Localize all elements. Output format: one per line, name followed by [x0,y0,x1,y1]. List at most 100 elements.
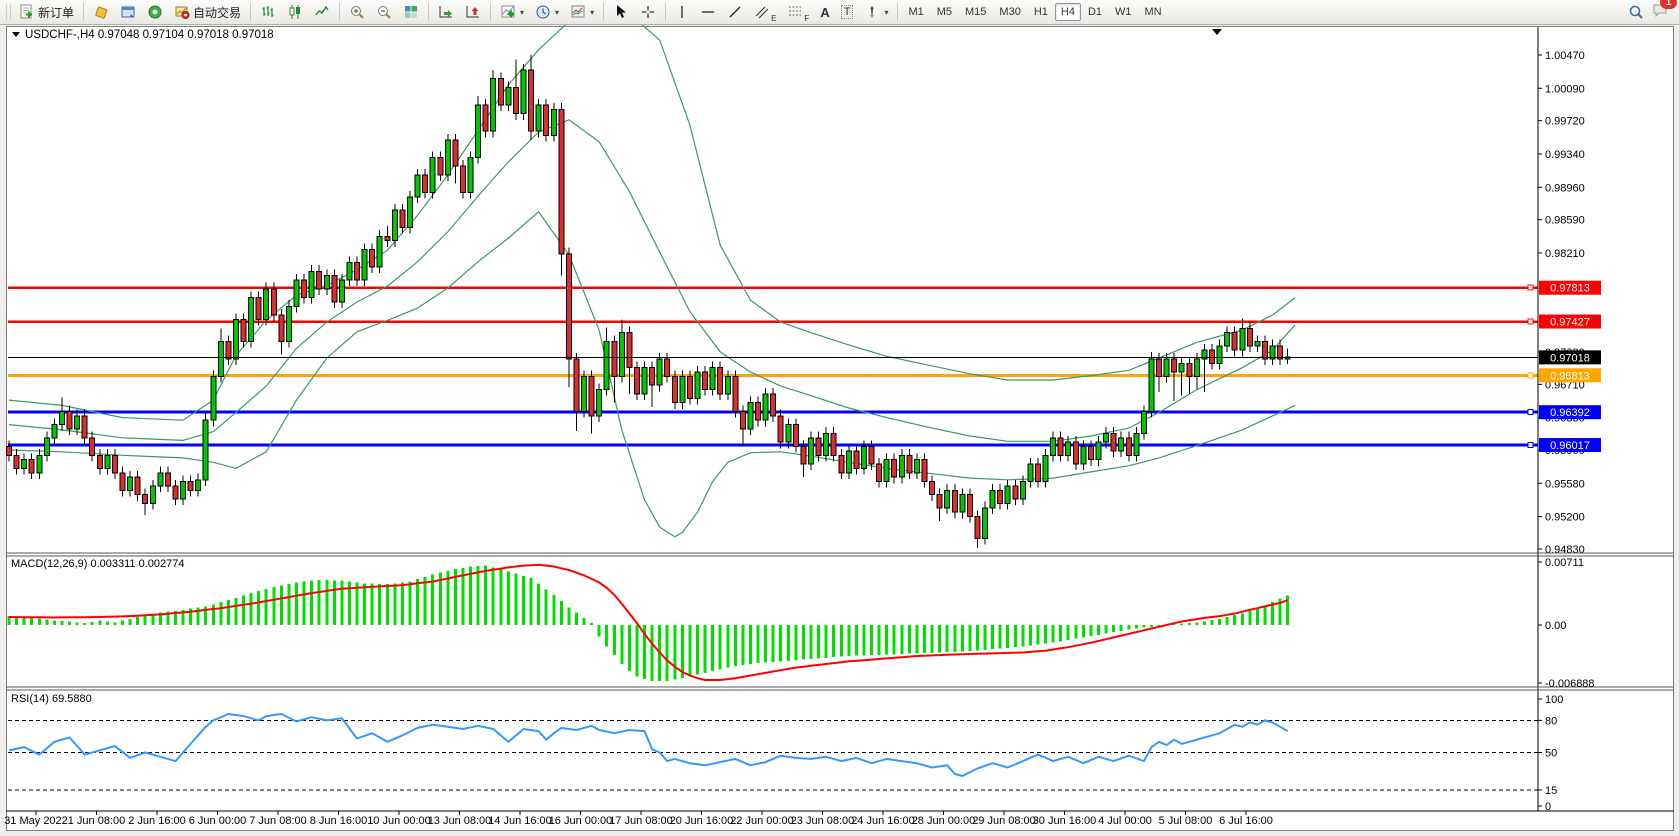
candle-body [959,494,966,513]
candle-body [444,139,451,176]
timeframe-D1[interactable]: D1 [1087,6,1103,18]
candle-body [755,402,762,421]
candle-body [1216,345,1223,364]
bollinger-middle-band [8,119,1296,442]
candle-body [868,446,875,465]
candle-body [384,235,391,242]
crosshair-tool-button[interactable] [635,1,661,24]
candle-body [28,459,35,474]
market-watch-icon [95,6,108,19]
data-window-button[interactable] [115,1,141,24]
candle-body [1027,463,1034,483]
candle-body [1163,358,1170,377]
line-chart-mode-button[interactable] [309,1,335,24]
timeframe-H1[interactable]: H1 [1033,6,1048,18]
toolbar-separator [250,3,252,21]
candle-body [528,69,535,132]
timeframe-M15[interactable]: M15 [965,6,987,18]
search-icon[interactable] [1628,4,1644,20]
clock-icon [536,5,550,19]
candle-body [285,305,292,342]
auto-scroll-button[interactable] [433,1,459,24]
tile-windows-button[interactable] [398,1,424,24]
hline-price-badge-label: 0.97427 [1550,317,1590,329]
chart-shift-marker[interactable] [1212,29,1222,35]
navigator-button[interactable] [142,1,168,24]
market-watch-button[interactable] [88,1,114,24]
candle-body [1087,446,1094,461]
timeframe-M30[interactable]: M30 [999,6,1021,18]
text-tool-button[interactable]: A [815,1,834,24]
chat-button[interactable]: 1 [1652,0,1677,23]
time-tick-label: 10 Jun 00:00 [367,815,431,827]
candle-body [263,288,270,321]
indicators-button[interactable]: ▾ [495,1,529,24]
chart-shift-button[interactable] [460,1,486,24]
toolbar-separator [897,3,899,21]
timeframe-M1[interactable]: M1 [908,6,924,18]
vertical-line-icon [681,6,683,18]
hline-handle[interactable] [1527,442,1534,449]
candle-body [270,288,277,316]
price-axis[interactable]: 1.00470 1.00090 0.99720 0.99340 0.98960 0.985… [1537,27,1601,811]
hline-handle[interactable] [1527,284,1534,291]
candle-body [777,415,784,443]
candle-body [1140,410,1147,434]
candle-body [142,494,149,504]
price-tick-label: 0.95580 [1545,478,1585,490]
trendline-tool-button[interactable] [722,1,748,24]
timeframe-switcher: M1 M5 M15 M30 H1 H4 D1 W1 MN [902,3,1167,21]
candle-body [1231,332,1238,351]
candle-body [1118,437,1125,452]
hline-handle[interactable] [1527,372,1534,379]
candle-body [649,367,656,386]
time-axis[interactable]: 31 May 2022 1 Jun 08:00 2 Jun 16:00 6 Jun 0… [4,810,1674,827]
candlestick-mode-button[interactable] [282,1,308,24]
hline-price-badge [1539,314,1601,329]
cursor-tool-button[interactable] [608,1,634,24]
new-order-button[interactable]: 新订单 [14,1,79,24]
candle-body [1019,481,1026,500]
candle-body [709,367,716,391]
bar-chart-mode-button[interactable] [255,1,281,24]
zoom-in-button[interactable] [344,1,370,24]
periods-button[interactable]: ▾ [530,1,564,24]
hline-handle[interactable] [1527,409,1534,416]
label-tool-button[interactable]: T [836,1,859,24]
candle-body [1042,454,1049,483]
candle-body [437,156,444,176]
arrows-tool-button[interactable]: ▾ [859,1,893,24]
timeframe-W1[interactable]: W1 [1115,6,1132,18]
time-tick-label: 14 Jun 16:00 [488,815,552,827]
candle-body [119,472,126,491]
candle-body [482,104,489,132]
timeframe-H4[interactable]: H4 [1054,3,1081,21]
templates-button[interactable]: ▾ [565,1,599,24]
toolbar-grip[interactable] [6,4,11,20]
bollinger-lower-band [8,210,1296,538]
candle-body [316,270,323,290]
candle-body [1050,437,1057,456]
candle-body [346,262,353,281]
autotrade-button[interactable]: 自动交易 [169,1,246,24]
candle-body [43,437,50,456]
toolbar-separator [339,3,341,21]
candle-body [248,297,255,342]
candle-body [929,481,936,496]
candle-body [104,454,111,469]
vertical-line-tool-button[interactable] [670,1,694,24]
chart-collapse-icon[interactable] [12,32,20,37]
timeframe-M5[interactable]: M5 [936,6,953,18]
chevron-down-icon: ▾ [884,7,889,17]
candle-body [1057,437,1064,456]
candle-body [891,459,898,478]
candle-body [1125,437,1132,456]
channel-tool-button[interactable]: E [749,1,781,24]
fibonacci-tool-button[interactable]: F [782,1,814,24]
zoom-out-button[interactable] [371,1,397,24]
candle-body [671,375,678,404]
timeframe-MN[interactable]: MN [1144,6,1162,18]
horizontal-line-tool-button[interactable] [695,1,721,24]
hline-handle[interactable] [1527,318,1534,325]
